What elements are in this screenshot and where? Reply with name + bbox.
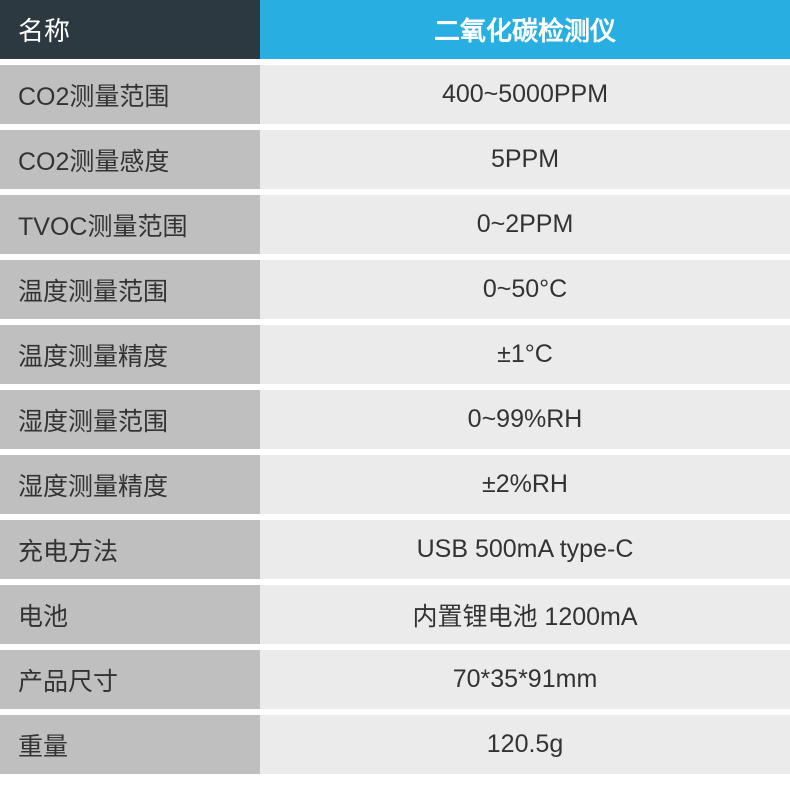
row-label: 产品尺寸 <box>0 650 260 715</box>
row-value: ±2%RH <box>260 455 790 520</box>
row-label: 温度测量范围 <box>0 260 260 325</box>
row-label: 湿度测量范围 <box>0 390 260 455</box>
table-row: CO2测量范围 400~5000PPM <box>0 65 790 130</box>
row-label: CO2测量感度 <box>0 130 260 195</box>
table-row: 温度测量精度 ±1°C <box>0 325 790 390</box>
row-value: ±1°C <box>260 325 790 390</box>
table-row: 充电方法 USB 500mA type-C <box>0 520 790 585</box>
table-row: 产品尺寸 70*35*91mm <box>0 650 790 715</box>
table-row: TVOC测量范围 0~2PPM <box>0 195 790 260</box>
row-value: 70*35*91mm <box>260 650 790 715</box>
header-label-cell: 名称 <box>0 0 260 65</box>
row-label: 重量 <box>0 715 260 780</box>
table-row: 重量 120.5g <box>0 715 790 780</box>
table-row: 温度测量范围 0~50°C <box>0 260 790 325</box>
row-value: 0~99%RH <box>260 390 790 455</box>
table-row: 电池 内置锂电池 1200mA <box>0 585 790 650</box>
spec-table: 名称 二氧化碳检测仪 CO2测量范围 400~5000PPM CO2测量感度 5… <box>0 0 790 780</box>
row-value: 400~5000PPM <box>260 65 790 130</box>
row-label: 湿度测量精度 <box>0 455 260 520</box>
row-value: 内置锂电池 1200mA <box>260 585 790 650</box>
row-value: USB 500mA type-C <box>260 520 790 585</box>
row-label: TVOC测量范围 <box>0 195 260 260</box>
row-value: 0~2PPM <box>260 195 790 260</box>
row-label: 充电方法 <box>0 520 260 585</box>
table-row: 湿度测量范围 0~99%RH <box>0 390 790 455</box>
row-label: 电池 <box>0 585 260 650</box>
row-value: 120.5g <box>260 715 790 780</box>
header-value-cell: 二氧化碳检测仪 <box>260 0 790 65</box>
table-row: 湿度测量精度 ±2%RH <box>0 455 790 520</box>
row-value: 5PPM <box>260 130 790 195</box>
row-value: 0~50°C <box>260 260 790 325</box>
table-header-row: 名称 二氧化碳检测仪 <box>0 0 790 65</box>
row-label: CO2测量范围 <box>0 65 260 130</box>
table-row: CO2测量感度 5PPM <box>0 130 790 195</box>
row-label: 温度测量精度 <box>0 325 260 390</box>
